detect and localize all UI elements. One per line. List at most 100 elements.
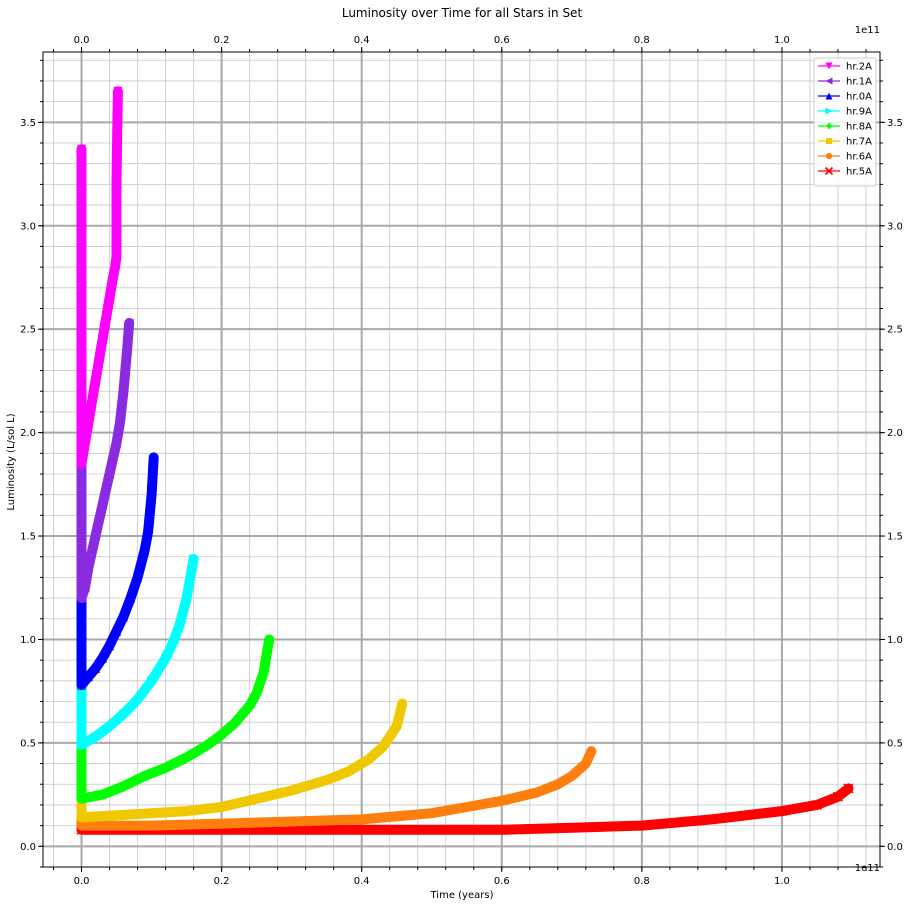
x-top-tick-label: 0.2	[214, 35, 230, 46]
data-point	[253, 688, 261, 698]
legend: hr.2A hr.1A hr.0A hr.9A hr.8A hr.7A hr.6A hr.5A	[813, 57, 877, 187]
data-point	[105, 721, 115, 731]
data-point	[77, 303, 87, 313]
data-point	[112, 179, 122, 189]
x-top-tick-label: 0.6	[494, 35, 510, 46]
data-point	[287, 817, 296, 826]
data-point	[825, 77, 833, 85]
legend-label: hr.9A	[846, 107, 872, 118]
data-point	[77, 428, 87, 438]
data-point	[175, 620, 185, 630]
data-point	[587, 747, 596, 756]
data-point	[182, 807, 191, 815]
legend-label: hr.0A	[846, 92, 872, 103]
data-point	[77, 821, 86, 830]
data-point	[356, 824, 367, 835]
data-point	[398, 699, 407, 708]
data-point	[218, 730, 226, 740]
data-point	[147, 821, 156, 830]
data-point	[84, 672, 94, 682]
data-point	[496, 824, 507, 835]
chart-title: Luminosity over Time for all Stars in Se…	[342, 6, 583, 20]
data-point	[246, 701, 254, 711]
data-point	[161, 653, 171, 663]
data-point	[124, 318, 134, 328]
data-point	[80, 583, 90, 593]
x-tick-label: 0.6	[494, 876, 510, 887]
x-tick-label: 0.8	[634, 876, 650, 887]
x-offset-label: 1e11	[855, 863, 880, 874]
data-point	[91, 732, 101, 742]
legend-label: hr.8A	[846, 122, 872, 133]
data-point	[286, 824, 297, 835]
data-point	[112, 626, 122, 636]
data-point	[112, 811, 121, 820]
data-point	[532, 788, 541, 797]
data-point	[77, 813, 86, 822]
y-right-tick-label: 1.0	[887, 635, 903, 646]
data-point	[825, 152, 833, 160]
data-point	[91, 531, 101, 541]
data-point	[826, 138, 832, 144]
x-tick-label: 0.0	[74, 876, 90, 887]
data-point	[112, 128, 122, 138]
data-point	[112, 438, 122, 448]
data-point	[77, 794, 86, 804]
data-point	[824, 166, 834, 176]
data-point	[98, 335, 108, 345]
data-point	[182, 593, 192, 603]
data-point	[143, 527, 153, 537]
data-point	[113, 86, 123, 96]
data-point	[161, 763, 170, 773]
x-tick-label: 0.2	[214, 876, 230, 887]
data-point	[706, 814, 717, 825]
y-tick-label: 3.0	[20, 221, 36, 232]
data-point	[133, 572, 143, 582]
data-point	[364, 755, 373, 764]
data-point	[98, 653, 108, 663]
data-point	[126, 593, 136, 603]
data-point	[427, 809, 436, 818]
data-point	[232, 717, 240, 727]
data-point	[343, 768, 352, 776]
data-point	[133, 694, 143, 704]
data-point	[77, 144, 87, 154]
data-point	[189, 554, 199, 564]
data-point	[98, 790, 107, 800]
series-hr-6a	[76, 727, 597, 831]
data-point	[217, 803, 226, 811]
data-point	[147, 809, 156, 818]
data-point	[84, 417, 94, 427]
series-hr-8a	[76, 589, 275, 804]
data-point	[553, 780, 562, 789]
data-point	[392, 722, 401, 731]
data-point	[357, 815, 366, 824]
data-point	[287, 786, 296, 795]
data-point	[105, 293, 115, 303]
x-tick-label: 1.0	[774, 876, 790, 887]
y-right-tick-label: 3.0	[887, 221, 903, 232]
data-point	[265, 634, 273, 644]
data-point	[119, 386, 129, 396]
data-point	[462, 802, 471, 812]
data-point	[91, 663, 101, 673]
y-right-tick-label: 2.0	[887, 428, 903, 439]
x-top-tick-label: 1.0	[774, 35, 790, 46]
data-point	[77, 593, 87, 603]
data-point	[105, 641, 115, 651]
y-right-tick-label: 3.5	[887, 118, 903, 129]
legend-label: hr.7A	[846, 137, 872, 148]
data-point	[825, 107, 833, 115]
data-point	[811, 799, 823, 811]
data-point	[77, 680, 87, 690]
y-tick-label: 0.5	[20, 738, 36, 749]
data-point	[252, 794, 261, 803]
y-tick-label: 3.5	[20, 118, 36, 129]
data-point	[566, 822, 577, 833]
data-point	[260, 668, 268, 678]
y-axis-label: Luminosity (L/sol L)	[6, 413, 17, 510]
plot-frame	[42, 51, 881, 868]
data-point	[115, 417, 125, 427]
data-point	[825, 62, 833, 70]
